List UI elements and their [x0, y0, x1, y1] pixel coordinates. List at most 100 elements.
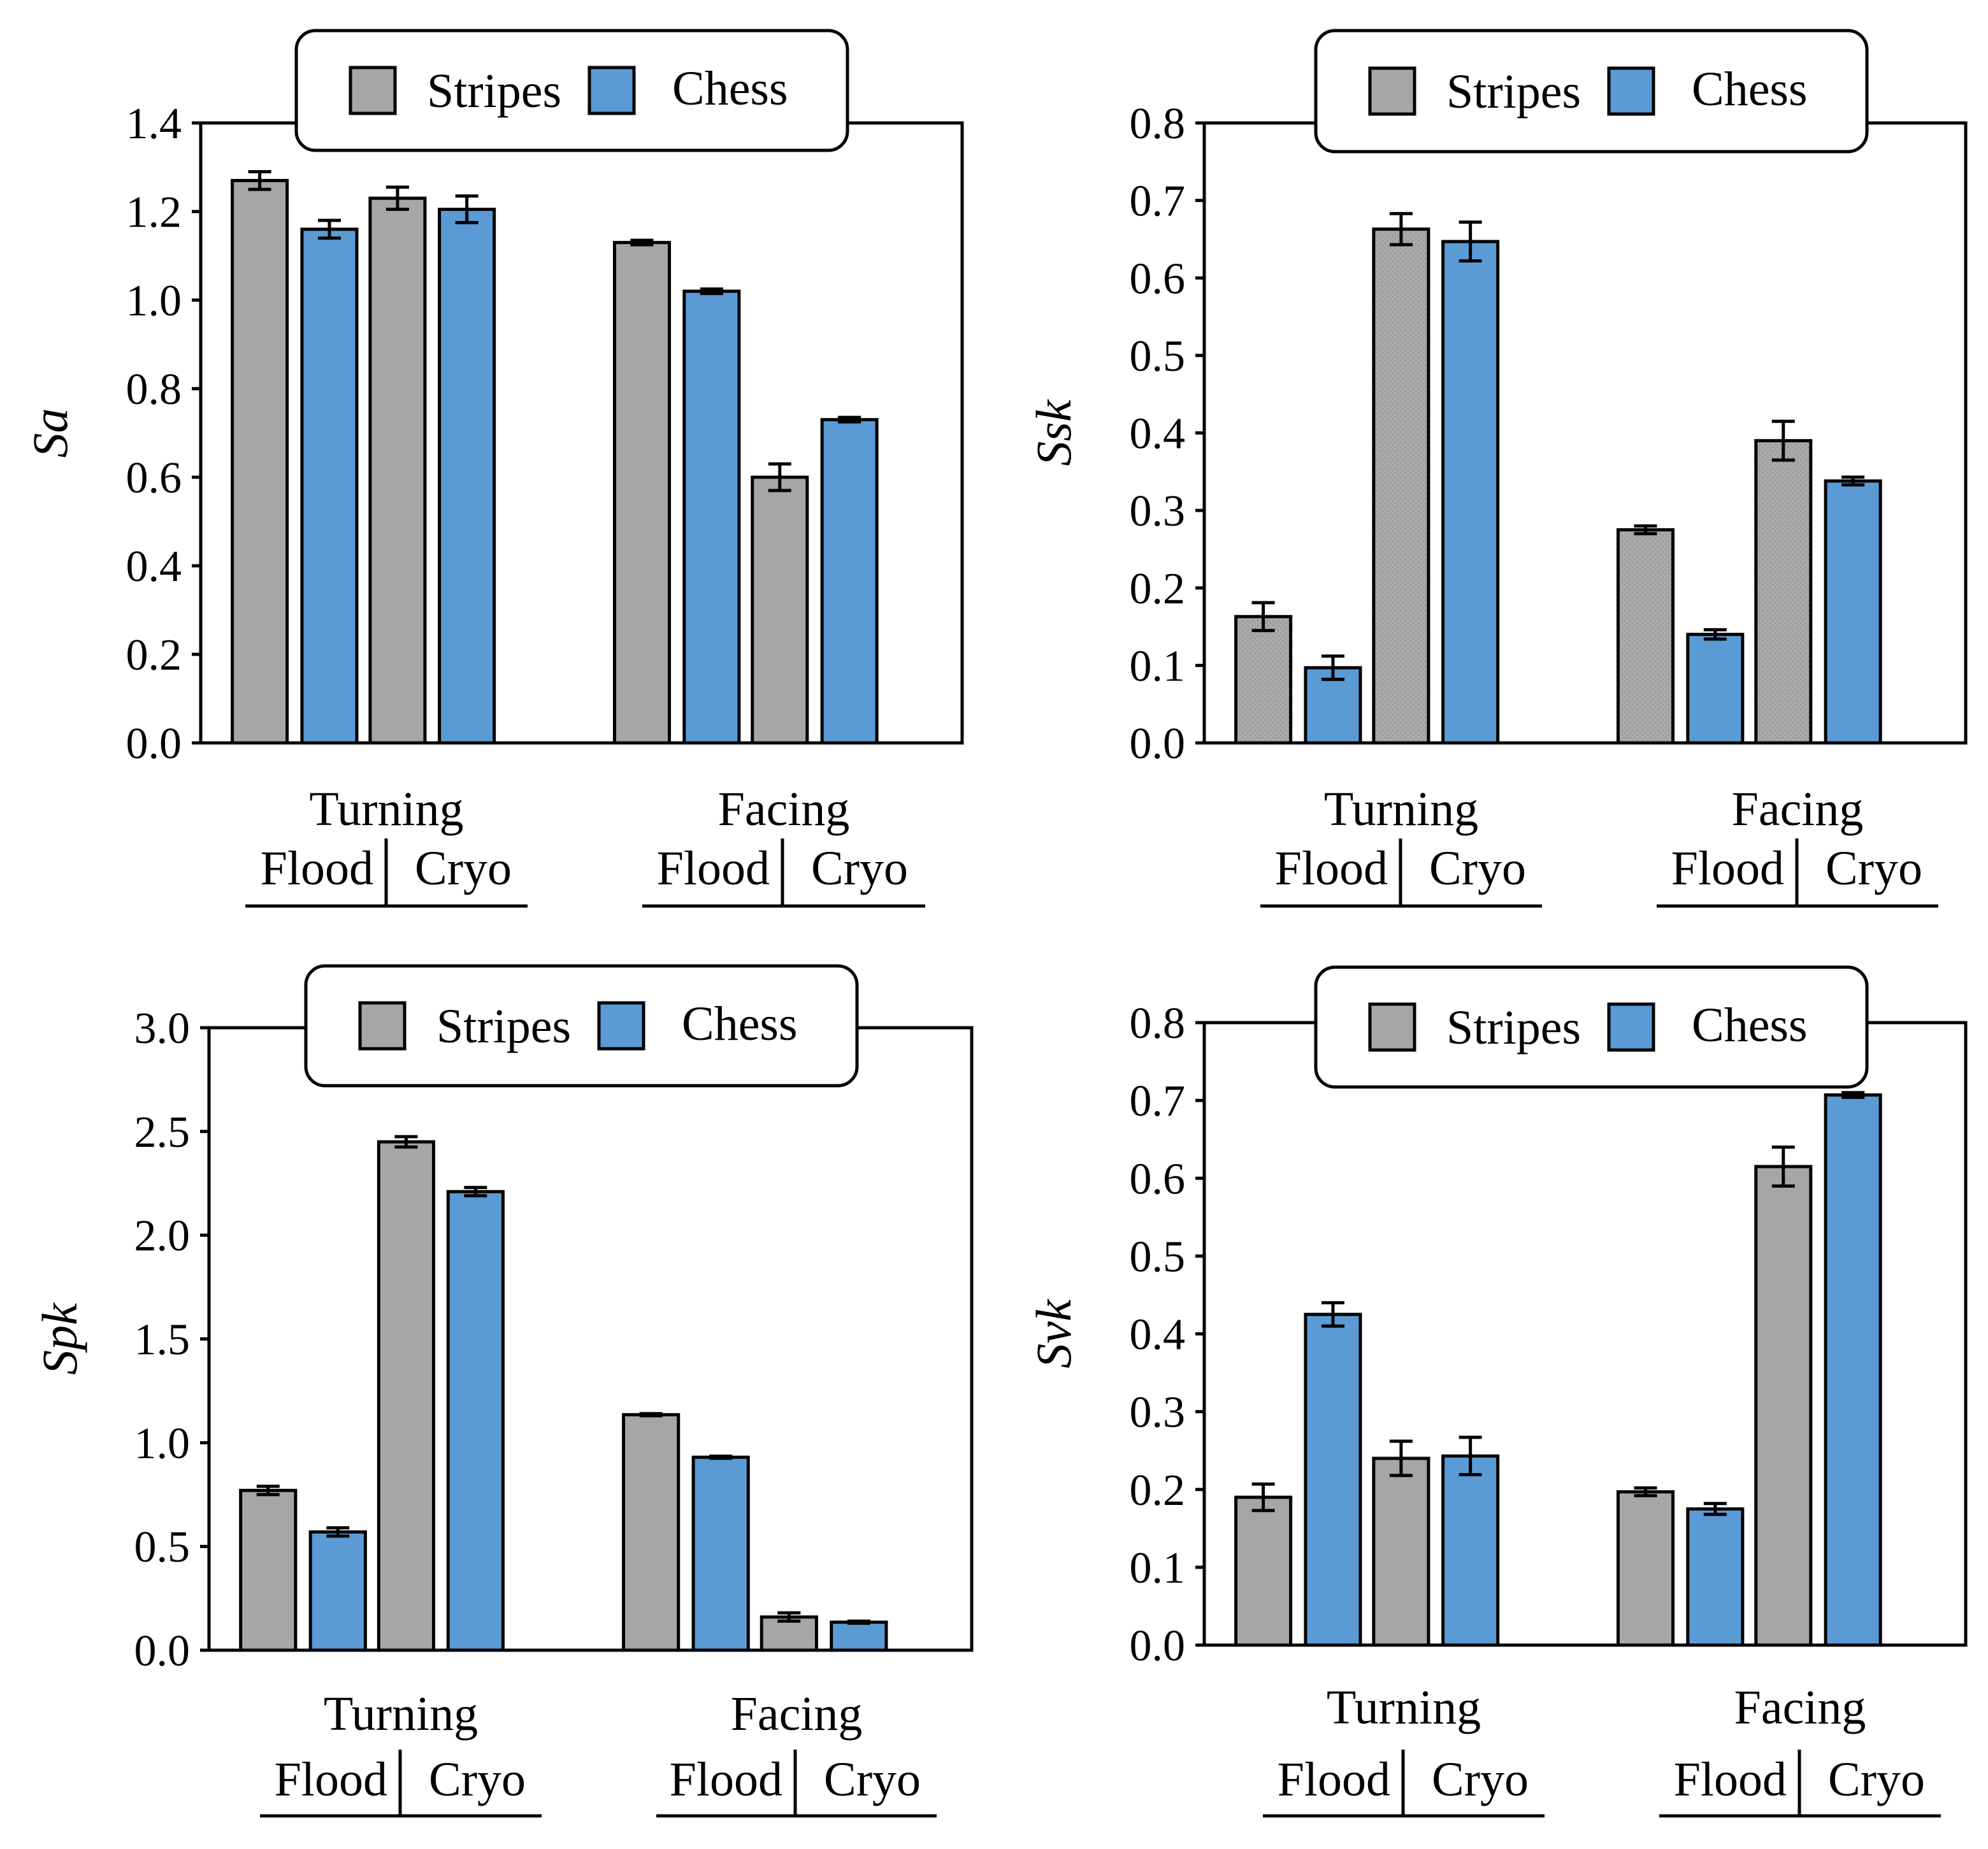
bar-facing-flood-stripes [612, 241, 672, 745]
y-axis-label: Ssk [1026, 399, 1081, 466]
legend: Stripes Chess [294, 29, 849, 152]
bar-facing-flood-chess [691, 1455, 750, 1652]
bar-turning-flood-stripes [239, 1488, 298, 1652]
sub-label-flood: Flood [1278, 1753, 1390, 1806]
group-label-facing: Facing [1734, 1681, 1866, 1734]
chart-panel-spk: 0.0 0.5 1.0 1.5 2.0 2.5 3.0 Spk Stripes Chess Turn… [32, 964, 974, 1818]
bar-turning-flood-chess [308, 1530, 367, 1652]
sub-label-cryo: Cryo [1828, 1753, 1925, 1806]
y-tick-label: 0.8 [1130, 99, 1186, 148]
sub-label-flood: Flood [1275, 842, 1388, 895]
y-tick-label: 1.4 [126, 99, 182, 148]
bar-turning-cryo-stripes [1372, 1457, 1430, 1647]
sub-label-cryo: Cryo [1429, 842, 1526, 895]
bar-turning-flood-stripes [1234, 615, 1293, 745]
bar-turning-flood-stripes [231, 178, 289, 745]
y-tick-label: 0.3 [1130, 487, 1186, 536]
bar-facing-cryo-chess [1824, 1093, 1882, 1647]
y-tick-label: 0.0 [1130, 719, 1186, 768]
legend-box [1314, 965, 1869, 1089]
sub-label-cryo: Cryo [415, 842, 512, 895]
bar-facing-cryo-stripes [1754, 1165, 1813, 1647]
legend-box [1314, 29, 1869, 154]
y-tick-label: 0.2 [126, 631, 182, 680]
bar-turning-cryo-chess [438, 208, 496, 745]
chart-panel-sa: 0.0 0.2 0.4 0.6 0.8 1.0 1.2 1.4 Sa Stripes Chess Tu… [22, 29, 964, 908]
group-label-turning: Turning [324, 1687, 478, 1741]
y-tick-label: 0.4 [1130, 1311, 1186, 1360]
y-tick-label: 2.0 [134, 1212, 191, 1261]
y-tick-label: 0.5 [1130, 332, 1186, 381]
legend-label-stripes: Stripes [436, 1000, 571, 1053]
y-tick-label: 1.5 [134, 1316, 191, 1365]
sub-label-cryo: Cryo [811, 842, 908, 895]
bar-facing-flood-chess [682, 289, 741, 745]
legend-label-stripes: Stripes [427, 64, 561, 118]
group-label-facing: Facing [1732, 782, 1864, 836]
y-tick-label: 0.1 [1130, 1544, 1186, 1593]
bar-turning-flood-chess [1304, 1313, 1362, 1647]
y-tick-label: 0.2 [1130, 565, 1186, 614]
bar-facing-cryo-stripes [751, 475, 809, 745]
sub-label-flood: Flood [670, 1753, 782, 1806]
y-tick-label: 0.7 [1130, 177, 1186, 226]
chart-panel-ssk: 0.0 0.1 0.2 0.3 0.4 0.5 0.6 0.7 0.8 Ssk Stripes Che… [1026, 29, 1968, 908]
group-label-turning: Turning [1324, 782, 1478, 836]
bar-facing-flood-chess [1686, 1507, 1745, 1647]
y-tick-label: 0.8 [1130, 999, 1186, 1048]
bar-turning-cryo-stripes [377, 1140, 436, 1652]
sub-label-cryo: Cryo [1826, 842, 1922, 895]
legend-swatch-chess [1607, 1002, 1655, 1052]
legend-label-chess: Chess [1692, 998, 1808, 1052]
y-tick-label: 3.0 [134, 1004, 191, 1053]
legend-label-stripes: Stripes [1446, 1001, 1581, 1054]
group-label-facing: Facing [718, 782, 850, 836]
y-tick-label: 0.8 [126, 365, 182, 414]
sub-label-flood: Flood [1674, 1753, 1787, 1806]
bar-facing-cryo-chess [820, 418, 879, 745]
legend-swatch-stripes [349, 66, 397, 115]
legend: Stripes Chess [1314, 965, 1869, 1089]
y-tick-label: 1.0 [134, 1419, 191, 1468]
y-tick-label: 0.6 [126, 454, 182, 503]
legend-swatch-chess [587, 66, 636, 115]
bar-facing-cryo-stripes [1754, 439, 1813, 745]
legend: Stripes Chess [304, 964, 859, 1088]
y-tick-label: 0.2 [1130, 1466, 1186, 1515]
legend-label-stripes: Stripes [1446, 65, 1581, 119]
y-axis-label: Svk [1026, 1299, 1081, 1369]
y-tick-label: 0.4 [1130, 410, 1186, 459]
sub-label-cryo: Cryo [1432, 1753, 1529, 1806]
legend-swatch-chess [1607, 66, 1655, 116]
y-tick-label: 0.5 [134, 1523, 191, 1572]
legend-swatch-stripes [358, 1001, 407, 1051]
y-tick-label: 0.0 [1130, 1622, 1186, 1671]
sub-label-flood: Flood [275, 1753, 387, 1806]
y-tick-label: 0.6 [1130, 1155, 1186, 1204]
bar-turning-cryo-chess [1441, 240, 1500, 745]
bar-facing-flood-stripes [1616, 528, 1675, 745]
y-axis-label: Sa [22, 408, 78, 458]
y-tick-label: 0.0 [134, 1627, 191, 1676]
group-label-turning: Turning [309, 782, 463, 836]
bar-facing-cryo-chess [1824, 479, 1882, 745]
legend-swatch-chess [597, 1001, 645, 1051]
bar-facing-flood-stripes [1616, 1490, 1675, 1647]
y-tick-label: 0.0 [126, 719, 182, 768]
legend: Stripes Chess [1314, 29, 1869, 154]
y-tick-label: 0.5 [1130, 1232, 1186, 1281]
y-tick-label: 0.1 [1130, 642, 1186, 691]
bar-facing-cryo-chess [830, 1620, 888, 1652]
y-tick-label: 2.5 [134, 1108, 191, 1157]
legend-label-chess: Chess [682, 997, 798, 1051]
group-label-turning: Turning [1327, 1681, 1481, 1734]
bar-turning-cryo-stripes [368, 196, 427, 745]
y-tick-label: 0.4 [126, 542, 182, 591]
legend-box [294, 29, 849, 152]
bar-turning-cryo-stripes [1372, 227, 1430, 745]
bar-turning-cryo-chess [446, 1190, 505, 1652]
legend-swatch-stripes [1368, 1002, 1416, 1052]
group-label-facing: Facing [731, 1687, 863, 1741]
sub-label-cryo: Cryo [429, 1753, 526, 1806]
